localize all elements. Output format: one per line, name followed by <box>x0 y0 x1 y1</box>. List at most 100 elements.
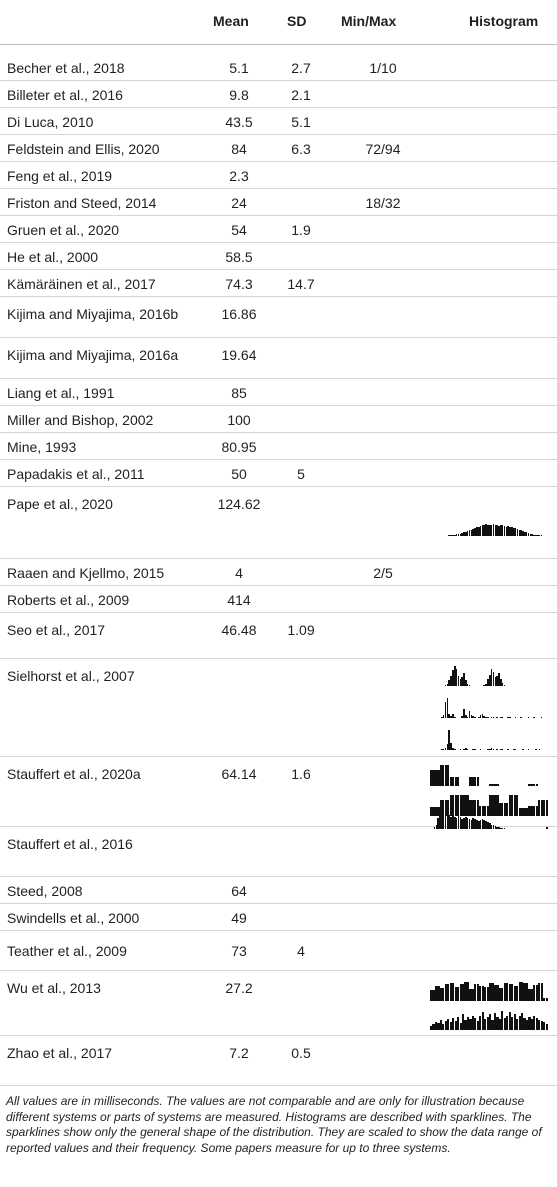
sparkline-bar <box>540 1021 543 1030</box>
sparkline-bar <box>476 527 478 536</box>
sparkline-bar <box>439 1019 443 1030</box>
study-name: Becher et al., 2018 <box>7 60 125 76</box>
table-row: Wu et al., 2013 27.2 <box>0 970 557 1036</box>
sparkline-bar <box>487 748 489 750</box>
minmax-value: 2/5 <box>373 565 393 581</box>
sparkline-bar <box>518 982 521 1001</box>
sparkline-bar <box>518 529 521 536</box>
sparkline-bar <box>450 535 452 536</box>
mean-value: 73 <box>231 943 247 959</box>
table-row: Pape et al., 2020 124.62 <box>0 486 557 559</box>
sparkline-bar <box>463 748 465 750</box>
study-name: Roberts et al., 2009 <box>7 592 130 608</box>
sparkline-bar <box>465 747 467 750</box>
sparkline-bar <box>508 1012 511 1030</box>
header-histogram: Histogram <box>469 13 539 29</box>
sparkline-bar <box>491 983 494 1001</box>
sparkline-bar <box>523 1017 526 1030</box>
study-name: Liang et al., 1991 <box>7 385 115 401</box>
sparkline-bar <box>492 716 495 718</box>
sparkline-bar <box>452 795 455 816</box>
study-name: Papadakis et al., 2011 <box>7 466 145 482</box>
sparkline-bar <box>476 776 479 786</box>
sparkline-bar <box>533 783 536 786</box>
sparkline-bar <box>442 811 445 829</box>
mean-value: 64 <box>231 883 247 899</box>
study-name: Billeter et al., 2016 <box>7 87 123 103</box>
sparkline-bar <box>535 1017 538 1030</box>
table-row: Di Luca, 2010 43.5 5.1 <box>0 107 557 135</box>
sparkline-bar <box>492 748 495 750</box>
sparkline-bar <box>543 1022 546 1030</box>
sparkline-bar <box>514 716 517 718</box>
table-row: Raaen and Kjellmo, 2015 4 2/5 <box>0 558 557 586</box>
sparkline-bar <box>442 800 445 816</box>
sparkline-bar <box>535 748 537 750</box>
table-row: Swindells et al., 2000 49 <box>0 903 557 931</box>
sparkline-bar <box>479 748 482 750</box>
mean-value: 74.3 <box>225 276 253 292</box>
sparkline-bar <box>455 817 458 829</box>
sparkline-bar <box>466 683 469 686</box>
sparkline-bar <box>496 525 498 536</box>
sparkline-histogram <box>430 765 553 786</box>
sparkline-bar <box>446 683 449 686</box>
sparkline-bar <box>522 530 524 536</box>
sparkline-bar <box>530 989 533 1001</box>
sparkline-bar <box>481 819 484 829</box>
sparkline-bar <box>457 534 460 536</box>
sparkline-bar <box>457 795 460 816</box>
sparkline-bar <box>466 982 470 1001</box>
sparkline-bar <box>487 679 489 686</box>
sparkline-bar <box>491 783 494 786</box>
sparkline-bar <box>447 800 450 816</box>
sparkline-bar <box>483 820 486 829</box>
sparkline-bar <box>461 819 463 829</box>
sparkline-bar <box>486 1016 489 1030</box>
sparkline-bar <box>496 795 499 816</box>
sparkline-bar <box>507 525 510 536</box>
sparkline-bar <box>533 1015 536 1030</box>
study-name: Zhao et al., 2017 <box>7 1045 113 1061</box>
sd-value: 5 <box>297 466 305 482</box>
sparkline-bar <box>493 783 497 786</box>
sparkline-bar <box>527 532 530 536</box>
study-name: He et al., 2000 <box>7 249 99 265</box>
sparkline-bar <box>444 747 447 750</box>
sparkline-bar <box>452 983 455 1001</box>
sd-value: 0.5 <box>291 1045 311 1061</box>
sparkline-bar <box>474 984 477 1001</box>
sparkline-bar <box>511 984 514 1001</box>
sparkline-bar <box>450 743 452 750</box>
table-row: Liang et al., 1991 85 <box>0 378 557 406</box>
sparkline-bar <box>444 813 447 829</box>
table-row: Miller and Bishop, 2002 100 <box>0 405 557 433</box>
sparkline-bar <box>496 1016 499 1030</box>
sparkline-bar <box>530 1018 533 1030</box>
sd-value: 2.1 <box>291 87 311 103</box>
sparkline-bar <box>508 795 511 816</box>
sparkline-bar <box>430 806 433 816</box>
sparkline-bar <box>545 800 548 816</box>
sparkline-bar <box>479 714 482 718</box>
sparkline-bar <box>459 816 462 829</box>
sparkline-bar <box>520 716 522 718</box>
sparkline-bar <box>483 715 486 718</box>
sparkline-bar <box>525 983 529 1001</box>
sparkline-bar <box>528 989 531 1001</box>
study-name: Feldstein and Ellis, 2020 <box>7 141 160 157</box>
sparkline-bar <box>434 1022 438 1030</box>
sparkline-bar <box>474 748 476 750</box>
sparkline-bar <box>485 716 487 718</box>
sparkline-bar <box>464 982 467 1001</box>
sparkline-bar <box>492 824 495 829</box>
study-name: Pape et al., 2020 <box>7 496 113 512</box>
sparkline-bar <box>520 982 524 1001</box>
sparkline-bar <box>485 524 487 536</box>
sparkline-bar <box>533 534 535 536</box>
sparkline-bar <box>474 528 476 536</box>
mean-value: 49 <box>231 910 247 926</box>
sparkline-bar <box>496 716 498 718</box>
sparkline-bar <box>479 1015 482 1030</box>
sd-value: 6.3 <box>291 141 311 157</box>
